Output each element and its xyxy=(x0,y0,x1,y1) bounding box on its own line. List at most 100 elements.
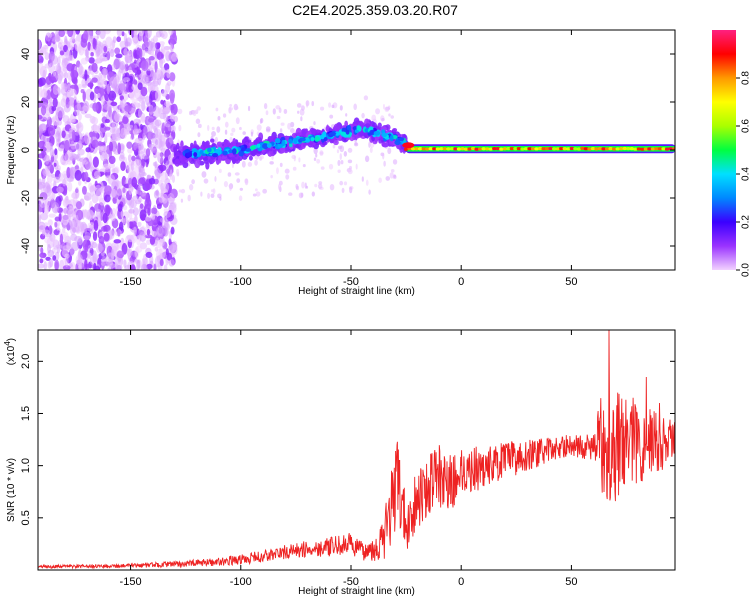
scatter-dot xyxy=(214,136,219,144)
noise-blob xyxy=(150,207,158,215)
noise-blob xyxy=(70,233,78,242)
noise-blob xyxy=(148,56,155,61)
noise-blob xyxy=(160,171,168,183)
noise-blob xyxy=(130,264,136,270)
scatter-dot xyxy=(219,196,222,201)
noise-blob xyxy=(131,84,138,91)
stable-band-peak xyxy=(428,147,433,151)
trace-core xyxy=(256,143,261,148)
trace-core xyxy=(346,124,352,131)
noise-blob xyxy=(104,118,110,124)
stable-band-peak xyxy=(506,147,511,151)
noise-blob xyxy=(133,79,138,86)
noise-blob xyxy=(39,258,44,264)
noise-blob xyxy=(48,196,54,201)
stable-band-peak xyxy=(622,146,627,151)
scatter-dot xyxy=(389,172,394,179)
stable-band-peak xyxy=(502,147,508,151)
noise-blob xyxy=(166,80,172,86)
trace-core xyxy=(289,142,293,148)
trace-blob xyxy=(174,158,181,167)
scatter-dot xyxy=(319,106,325,111)
spectrogram-y-tick-label: 40 xyxy=(20,48,32,60)
noise-blob xyxy=(62,264,71,270)
scatter-dot xyxy=(227,172,232,177)
noise-blob xyxy=(132,207,139,216)
noise-blob xyxy=(127,147,133,154)
noise-blob xyxy=(65,49,71,61)
trace-core xyxy=(238,151,244,157)
trace-core xyxy=(356,125,361,131)
scatter-dot xyxy=(276,167,279,175)
noise-blob xyxy=(160,66,166,79)
noise-blob xyxy=(52,97,58,108)
stable-band-peak xyxy=(449,147,455,151)
noise-blob xyxy=(92,102,99,112)
scatter-dot xyxy=(288,192,293,196)
noise-blob xyxy=(66,149,73,156)
noise-blob xyxy=(127,154,132,162)
noise-blob xyxy=(146,115,154,125)
noise-blob xyxy=(140,86,148,97)
noise-blob xyxy=(84,243,89,253)
noise-blob xyxy=(104,126,111,131)
noise-blob xyxy=(48,62,55,74)
noise-blob xyxy=(107,174,116,185)
scatter-dot xyxy=(328,163,334,170)
scatter-dot xyxy=(228,184,231,188)
noise-blob xyxy=(44,237,51,244)
noise-blob xyxy=(67,30,74,38)
noise-blob xyxy=(70,140,77,150)
scatter-dot xyxy=(278,183,282,191)
noise-blob xyxy=(102,163,111,170)
noise-blob xyxy=(103,224,111,232)
noise-blob xyxy=(45,135,50,144)
snr-scale-exponent: 4 xyxy=(3,341,12,346)
trace-blob xyxy=(223,139,230,147)
noise-blob xyxy=(108,90,117,101)
noise-blob xyxy=(170,226,175,235)
trace-core xyxy=(310,137,315,142)
noise-blob xyxy=(79,136,85,144)
snr-scale-close: ) xyxy=(6,338,17,341)
stable-band-peak xyxy=(485,147,490,151)
scatter-dot xyxy=(211,131,216,137)
noise-blob xyxy=(131,98,138,108)
noise-blob xyxy=(92,231,98,242)
scatter-dot xyxy=(216,126,221,133)
stable-band-peak xyxy=(477,147,483,151)
trace-blob xyxy=(333,123,341,132)
noise-blob xyxy=(66,205,75,218)
stable-band-peak xyxy=(601,147,606,151)
scatter-dot xyxy=(229,103,233,108)
scatter-dot xyxy=(349,186,353,194)
noise-blob xyxy=(137,82,143,90)
stable-band-peak xyxy=(520,147,525,151)
noise-blob xyxy=(151,215,156,221)
noise-blob xyxy=(163,211,171,218)
noise-blob xyxy=(145,215,152,222)
stable-band-peak xyxy=(495,147,500,151)
noise-blob xyxy=(109,41,115,52)
noise-blob xyxy=(145,76,149,83)
trace-blob xyxy=(179,155,183,162)
scatter-dot xyxy=(388,113,391,117)
noise-blob xyxy=(63,44,68,53)
noise-blob xyxy=(94,184,102,196)
noise-blob xyxy=(159,41,165,46)
scatter-dot xyxy=(311,191,315,197)
noise-blob xyxy=(116,264,123,270)
noise-blob xyxy=(91,139,99,148)
noise-blob xyxy=(90,51,94,57)
scatter-dot xyxy=(355,163,358,170)
trace-core xyxy=(262,143,269,150)
noise-blob xyxy=(129,199,137,209)
noise-blob xyxy=(87,222,96,228)
noise-blob xyxy=(81,185,87,195)
stable-band-peak xyxy=(654,147,659,151)
stable-band-peak xyxy=(576,147,582,151)
scatter-dot xyxy=(235,106,239,110)
noise-blob xyxy=(98,246,105,251)
noise-blob xyxy=(131,37,139,42)
noise-blob xyxy=(128,75,134,83)
